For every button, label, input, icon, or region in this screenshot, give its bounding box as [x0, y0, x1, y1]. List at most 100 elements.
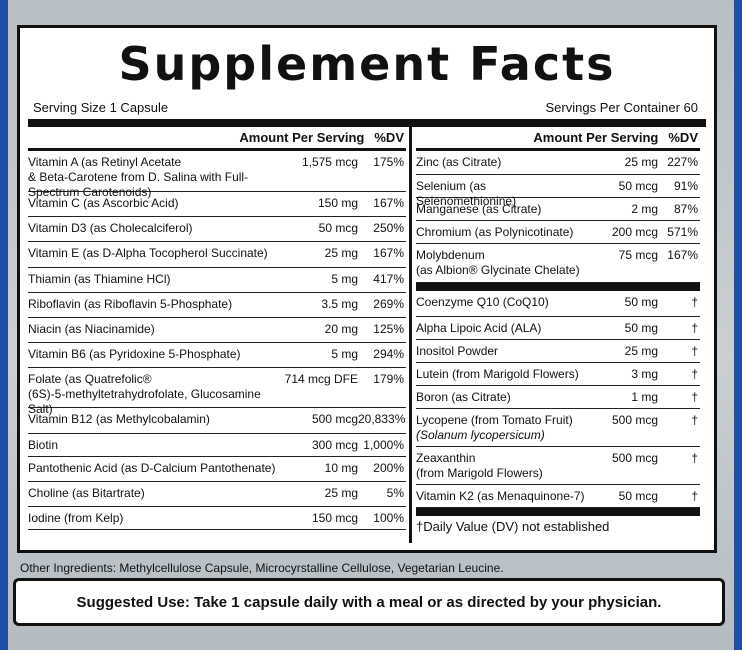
- nutrient-amount: 25 mg: [624, 155, 658, 169]
- footnote: †Daily Value (DV) not established: [416, 519, 610, 534]
- nutrient-name: Vitamin B12 (as Methylcobalamin): [28, 412, 210, 426]
- nutrient-amount: 20 mg: [324, 322, 358, 336]
- nutrient-dv: 20,833%: [358, 412, 406, 426]
- nutrient-name: Coenzyme Q10 (CoQ10): [416, 295, 549, 309]
- nutrient-dv: 227%: [667, 155, 698, 169]
- nutrient-amount: 25 mg: [324, 246, 358, 260]
- nutrient-name: Vitamin E (as D-Alpha Tocopherol Succina…: [28, 246, 268, 260]
- nutrient-amount: 500 mcg: [611, 413, 658, 427]
- nutrient-row: Alpha Lipoic Acid (ALA) 50 mg †: [416, 317, 700, 340]
- nutrient-amount: 3 mg: [631, 367, 658, 381]
- suggested-use-text: Suggested Use: Take 1 capsule daily with…: [76, 593, 662, 611]
- nutrient-amount: 1 mg: [631, 390, 658, 404]
- nutrient-row: Pantothenic Acid (as D-Calcium Pantothen…: [28, 457, 406, 482]
- nutrient-dv: 200%: [373, 461, 404, 475]
- nutrient-row: Vitamin D3 (as Cholecalciferol) 50 mcg 250…: [28, 217, 406, 242]
- column-divider: [409, 119, 412, 543]
- nutrient-dv: 250%: [373, 221, 404, 235]
- nutrient-amount: 2 mg: [631, 202, 658, 216]
- left-column: Amount Per Serving %DV Vitamin A (as Ret…: [28, 127, 406, 530]
- nutrient-name: Lutein (from Marigold Flowers): [416, 367, 579, 381]
- nutrient-amount: 200 mcg: [611, 225, 658, 239]
- page-title: Supplement Facts: [118, 37, 616, 91]
- nutrient-row: Vitamin B12 (as Methylcobalamin) 500 mcg 2…: [28, 408, 406, 434]
- nutrient-dv: 269%: [373, 297, 404, 311]
- nutrient-amount: 150 mcg: [311, 511, 358, 525]
- nutrient-amount: 25 mg: [624, 344, 658, 358]
- nutrient-dv: 175%: [373, 155, 404, 169]
- nutrient-amount: 500 mcg: [311, 412, 358, 426]
- nutrient-amount: 50 mcg: [618, 179, 658, 193]
- right-column: Amount Per Serving %DV Zinc (as Citrate)…: [416, 127, 700, 534]
- nutrient-row: Chromium (as Polynicotinate) 200 mcg 571%: [416, 221, 700, 244]
- nutrient-dv: 87%: [673, 202, 698, 216]
- nutrient-dv: †: [691, 344, 698, 358]
- nutrient-row: Niacin (as Niacinamide) 20 mg 125%: [28, 318, 406, 343]
- nutrient-name: Folate (as Quatrefolic® (6S)-5-methyltetr…: [28, 372, 261, 416]
- right-header: Amount Per Serving %DV: [416, 127, 700, 151]
- section-divider: [416, 283, 700, 291]
- nutrient-dv: †: [691, 390, 698, 404]
- nutrient-name: Zinc (as Citrate): [416, 155, 502, 169]
- bottom-divider: [416, 508, 700, 516]
- nutrient-row: Vitamin C (as Ascorbic Acid) 150 mg 167%: [28, 192, 406, 217]
- nutrient-dv: 167%: [373, 246, 404, 260]
- nutrient-dv: 1,000%: [363, 438, 404, 452]
- dv-label: %DV: [374, 130, 404, 145]
- nutrient-row: Choline (as Bitartrate) 25 mg 5%: [28, 482, 406, 507]
- nutrient-amount: 75 mcg: [618, 248, 658, 262]
- nutrient-name: Iodine (from Kelp): [28, 511, 124, 525]
- nutrient-name: Biotin: [28, 438, 59, 452]
- amount-per-serving-label: Amount Per Serving: [533, 130, 659, 145]
- nutrient-dv: 167%: [667, 248, 698, 262]
- nutrient-row: Thiamin (as Thiamine HCl) 5 mg 417%: [28, 268, 406, 293]
- nutrient-dv: 179%: [373, 372, 404, 386]
- nutrient-dv: †: [691, 367, 698, 381]
- nutrient-amount: 150 mg: [317, 196, 358, 210]
- nutrient-row: Vitamin B6 (as Pyridoxine 5-Phosphate) 5 …: [28, 343, 406, 368]
- nutrient-row: Biotin 300 mcg 1,000%: [28, 434, 406, 457]
- nutrient-name: Riboflavin (as Riboflavin 5-Phosphate): [28, 297, 233, 311]
- nutrient-row: Iodine (from Kelp) 150 mcg 100%: [28, 507, 406, 530]
- nutrient-amount: 500 mcg: [611, 451, 658, 465]
- nutrient-dv: 125%: [373, 322, 404, 336]
- nutrient-row: Inositol Powder 25 mg †: [416, 340, 700, 363]
- nutrient-name: Zeaxanthin (from Marigold Flowers): [416, 451, 543, 480]
- nutrient-dv: 571%: [667, 225, 698, 239]
- nutrient-amount: 300 mcg: [311, 438, 358, 452]
- nutrient-dv: 417%: [373, 272, 404, 286]
- nutrient-row: Zinc (as Citrate) 25 mg 227%: [416, 151, 700, 175]
- nutrient-name: Vitamin A (as Retinyl Acetate & Beta-Caro…: [28, 155, 249, 199]
- nutrient-name: Pantothenic Acid (as D-Calcium Pantothen…: [28, 461, 276, 475]
- suggested-use-box: Suggested Use: Take 1 capsule daily with…: [13, 578, 725, 626]
- nutrient-row: Manganese (as Citrate) 2 mg 87%: [416, 198, 700, 221]
- nutrient-amount: 5 mg: [331, 272, 358, 286]
- nutrient-amount: 10 mg: [324, 461, 358, 475]
- nutrient-name: Vitamin C (as Ascorbic Acid): [28, 196, 179, 210]
- nutrient-row: Riboflavin (as Riboflavin 5-Phosphate) 3.…: [28, 293, 406, 318]
- nutrient-name: Inositol Powder: [416, 344, 499, 358]
- servings-per-container: Servings Per Container 60: [545, 100, 698, 115]
- dv-label: %DV: [668, 130, 698, 145]
- nutrient-amount: 1,575 mcg: [301, 155, 358, 169]
- nutrient-dv: †: [691, 321, 698, 335]
- nutrient-amount: 5 mg: [331, 347, 358, 361]
- nutrient-row: Vitamin K2 (as Menaquinone-7) 50 mcg †: [416, 485, 700, 508]
- left-blue-edge: [0, 0, 8, 650]
- top-divider: [28, 119, 706, 127]
- nutrient-name: Vitamin D3 (as Cholecalciferol): [28, 221, 193, 235]
- nutrient-name: Manganese (as Citrate): [416, 202, 542, 216]
- nutrient-name: Molybdenum (as Albion® Glycinate Chelate): [416, 248, 580, 277]
- supplement-facts-panel: Supplement Facts Serving Size 1 Capsule …: [17, 25, 717, 553]
- nutrient-name: Boron (as Citrate): [416, 390, 511, 404]
- nutrient-row: Vitamin A (as Retinyl Acetate & Beta-Caro…: [28, 151, 406, 199]
- nutrient-row: Molybdenum (as Albion® Glycinate Chelate)…: [416, 244, 700, 283]
- nutrient-name: Choline (as Bitartrate): [28, 486, 145, 500]
- amount-per-serving-label: Amount Per Serving: [239, 130, 365, 145]
- nutrient-amount: 3.5 mg: [321, 297, 358, 311]
- nutrient-dv: †: [691, 489, 698, 503]
- nutrient-dv: 294%: [373, 347, 404, 361]
- nutrient-name: Vitamin K2 (as Menaquinone-7): [416, 489, 585, 503]
- nutrient-dv: †: [691, 413, 698, 427]
- nutrient-row: Vitamin E (as D-Alpha Tocopherol Succina…: [28, 242, 406, 268]
